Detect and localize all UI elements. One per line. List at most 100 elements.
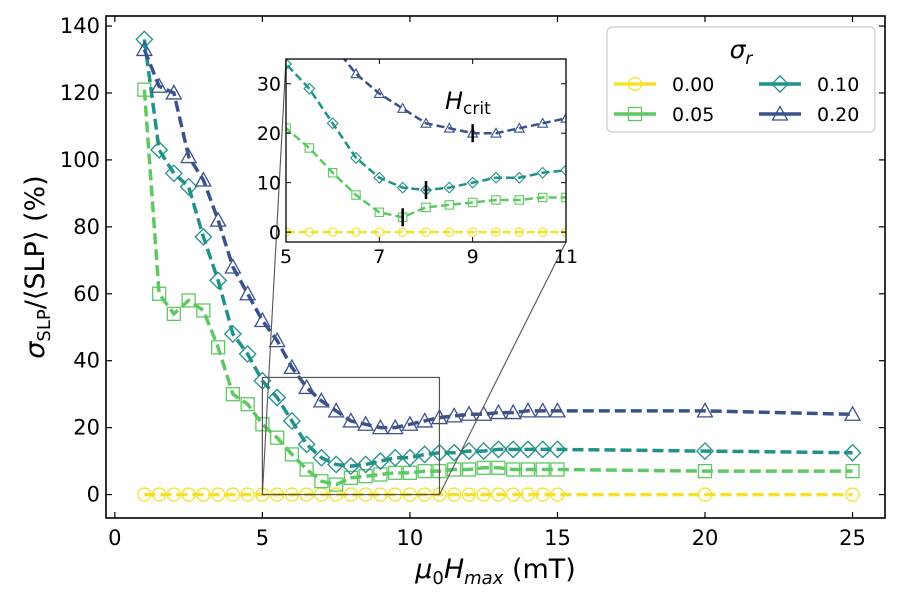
inset-data-point — [374, 207, 385, 218]
data-point — [445, 407, 463, 423]
inset-data-point — [537, 192, 548, 203]
data-point — [269, 430, 285, 445]
data-point — [535, 462, 550, 477]
data-point — [283, 358, 301, 375]
data-point — [150, 140, 169, 159]
data-point — [165, 84, 183, 100]
data-point — [386, 418, 404, 435]
inset-data-point — [444, 200, 455, 210]
inset-data-point — [559, 164, 566, 177]
data-point — [459, 442, 478, 461]
inset-data-point — [513, 171, 526, 184]
legend-label: 0.20 — [817, 104, 859, 126]
inset-series-0.20 — [342, 59, 566, 138]
data-point — [356, 455, 375, 474]
series-line — [142, 89, 853, 487]
data-point — [386, 448, 405, 467]
data-point — [358, 469, 373, 484]
data-point — [181, 293, 196, 308]
data-point — [401, 415, 419, 431]
data-point — [166, 306, 182, 322]
data-point — [194, 171, 212, 187]
legend-marker — [771, 105, 789, 121]
y-tick-label: 40 — [73, 349, 100, 373]
inset-series-0.00 — [286, 227, 566, 237]
inset-data-point — [513, 122, 526, 133]
inset-plot: 5 7 9 11 0 10 20 30 Hcrit — [257, 58, 578, 268]
data-point — [550, 462, 565, 477]
data-point — [297, 435, 316, 454]
inset-data-point — [397, 227, 408, 237]
inset-data-point — [421, 202, 431, 213]
data-point — [843, 405, 862, 421]
data-point — [299, 462, 314, 477]
inset-y-tick-label: 10 — [257, 173, 281, 195]
series-line — [142, 39, 853, 468]
inset-background — [286, 59, 566, 242]
inset-data-point — [420, 117, 432, 128]
x-tick-label: 20 — [692, 526, 719, 550]
data-point — [845, 463, 860, 479]
inset-data — [286, 59, 566, 237]
data-point — [445, 443, 464, 462]
zoom-connector-left — [261, 58, 287, 495]
data-point — [194, 227, 213, 246]
data-point — [135, 40, 153, 57]
data-point — [223, 324, 242, 343]
data-point — [371, 452, 390, 471]
data-point — [224, 258, 242, 274]
data-point — [137, 487, 152, 502]
data-point — [268, 388, 287, 407]
data-point — [447, 462, 462, 477]
data-point — [535, 487, 550, 502]
legend-entry-0.05: 0.05 — [614, 104, 714, 126]
data-point — [491, 460, 506, 475]
inset-data-point — [466, 176, 479, 189]
inset-data-point — [537, 227, 548, 237]
inset-data-point — [490, 127, 502, 138]
data-point — [240, 487, 255, 502]
data-point — [268, 331, 286, 348]
x-tick-label: 10 — [397, 526, 424, 550]
data-point — [447, 487, 462, 502]
data-point — [181, 487, 196, 502]
legend-marker — [627, 76, 643, 92]
legend-label: 0.05 — [672, 104, 714, 126]
y-tick-label: 120 — [60, 81, 100, 105]
inset-data-point — [560, 112, 566, 123]
data-point — [343, 470, 359, 485]
inset-x-tick-label: 5 — [280, 246, 292, 268]
data-point — [476, 460, 491, 475]
data-point — [327, 455, 346, 474]
legend-label: 0.00 — [672, 74, 714, 96]
data-point — [550, 487, 565, 502]
inset-data-point — [489, 171, 503, 184]
data-point — [518, 440, 538, 459]
data-point — [697, 463, 713, 479]
data-point — [533, 440, 552, 459]
series-0.20 — [135, 40, 862, 435]
inset-y-tick-label: 20 — [257, 123, 281, 145]
data-point — [476, 487, 491, 502]
data-point — [151, 487, 167, 502]
data-point — [240, 397, 255, 412]
data-point — [695, 442, 715, 461]
data-point — [179, 177, 198, 196]
series-0.05 — [137, 82, 860, 492]
x-tick-label: 15 — [544, 526, 571, 550]
data-point — [373, 467, 388, 482]
inset-y-tick-label: 30 — [257, 74, 281, 96]
data-point — [166, 487, 182, 502]
data-point — [548, 402, 567, 418]
data-point — [164, 164, 183, 183]
data-point — [506, 462, 521, 477]
data-point — [489, 440, 508, 459]
data-point — [520, 487, 536, 502]
inset-data-point — [467, 227, 478, 237]
legend-entry-0.00: 0.00 — [614, 74, 714, 96]
inset-data-point — [349, 151, 363, 164]
plot-frame — [105, 15, 886, 519]
data-point — [534, 402, 552, 418]
inset-x-tick-label: 9 — [467, 246, 479, 268]
